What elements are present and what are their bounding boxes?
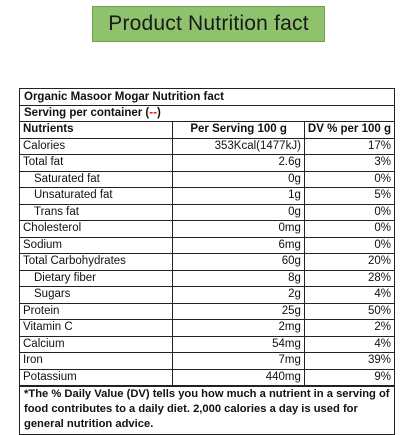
nutrient-dv: 0% (303, 236, 394, 254)
nutrient-amount: 60g (172, 253, 305, 271)
table-row: Dietary fiber 8g 28% (20, 269, 394, 287)
serving-per-container: Serving per container (--) (20, 106, 394, 122)
column-header-dv: DV % per 100 g (303, 122, 394, 139)
product-title: Organic Masoor Mogar Nutrition fact (20, 89, 394, 106)
nutrient-amount: 1g (172, 187, 305, 205)
table-row: Iron 7mg 39% (20, 352, 394, 370)
page-title: Product Nutrition fact (108, 12, 309, 35)
nutrient-name: Cholesterol (20, 220, 174, 238)
nutrient-name: Protein (20, 302, 174, 320)
table-row: Cholesterol 0mg 0% (20, 220, 394, 238)
nutrient-amount: 0g (172, 170, 305, 188)
daily-value-footnote: *The % Daily Value (DV) tells you how mu… (20, 386, 394, 434)
table-row: Sodium 6mg 0% (20, 236, 394, 254)
nutrient-amount: 0g (172, 203, 305, 221)
nutrient-amount: 440mg (172, 368, 305, 386)
table-row: Sugars 2g 4% (20, 286, 394, 304)
nutrient-dv: 50% (303, 302, 394, 320)
nutrient-dv: 5% (303, 187, 394, 205)
nutrient-name: Saturated fat (20, 170, 174, 188)
nutrient-name: Iron (20, 352, 174, 370)
nutrient-name: Trans fat (20, 203, 174, 221)
nutrient-amount: 7mg (172, 352, 305, 370)
table-row: Unsaturated fat 1g 5% (20, 187, 394, 205)
nutrient-name: Unsaturated fat (20, 187, 174, 205)
nutrient-amount: 2mg (172, 319, 305, 337)
nutrient-dv: 9% (303, 368, 394, 386)
table-row: Calcium 54mg 4% (20, 335, 394, 353)
nutrient-amount: 353Kcal(1477kJ) (172, 137, 305, 155)
table-row: Total Carbohydrates 60g 20% (20, 253, 394, 271)
nutrient-name: Sodium (20, 236, 174, 254)
serving-label: Serving per container ( (24, 107, 150, 119)
nutrient-dv: 39% (303, 352, 394, 370)
table-row: Protein 25g 50% (20, 302, 394, 320)
nutrient-name: Calories (20, 137, 174, 155)
column-header-per-serving: Per Serving 100 g (172, 122, 305, 139)
nutrient-amount: 2.6g (172, 154, 305, 172)
nutrient-dv: 3% (303, 154, 394, 172)
nutrient-amount: 25g (172, 302, 305, 320)
nutrient-dv: 20% (303, 253, 394, 271)
nutrient-amount: 54mg (172, 335, 305, 353)
nutrient-amount: 0mg (172, 220, 305, 238)
nutrient-dv: 0% (303, 170, 394, 188)
nutrient-dv: 17% (303, 137, 394, 155)
nutrient-name: Total fat (20, 154, 174, 172)
column-header-nutrients: Nutrients (20, 122, 174, 139)
nutrient-name: Sugars (20, 286, 174, 304)
nutrient-dv: 4% (303, 286, 394, 304)
nutrition-table: Nutrients Per Serving 100 g DV % per 100… (20, 122, 394, 386)
table-header-row: Nutrients Per Serving 100 g DV % per 100… (20, 122, 394, 139)
nutrition-facts-panel: Organic Masoor Mogar Nutrition fact Serv… (19, 88, 395, 435)
nutrient-amount: 6mg (172, 236, 305, 254)
table-row: Potassium 440mg 9% (20, 368, 394, 386)
table-row: Saturated fat 0g 0% (20, 170, 394, 188)
serving-value: -- (149, 107, 157, 119)
nutrient-dv: 2% (303, 319, 394, 337)
nutrient-name: Total Carbohydrates (20, 253, 174, 271)
table-row: Total fat 2.6g 3% (20, 154, 394, 172)
serving-close: ) (156, 107, 161, 119)
nutrient-name: Calcium (20, 335, 174, 353)
nutrient-dv: 28% (303, 269, 394, 287)
nutrient-name: Potassium (20, 368, 174, 386)
table-row: Vitamin C 2mg 2% (20, 319, 394, 337)
nutrient-name: Vitamin C (20, 319, 174, 337)
nutrient-dv: 0% (303, 203, 394, 221)
nutrient-dv: 4% (303, 335, 394, 353)
nutrient-amount: 8g (172, 269, 305, 287)
nutrient-dv: 0% (303, 220, 394, 238)
page-banner: Product Nutrition fact (92, 6, 325, 42)
nutrient-amount: 2g (172, 286, 305, 304)
table-row: Calories 353Kcal(1477kJ) 17% (20, 137, 394, 155)
table-row: Trans fat 0g 0% (20, 203, 394, 221)
nutrient-name: Dietary fiber (20, 269, 174, 287)
